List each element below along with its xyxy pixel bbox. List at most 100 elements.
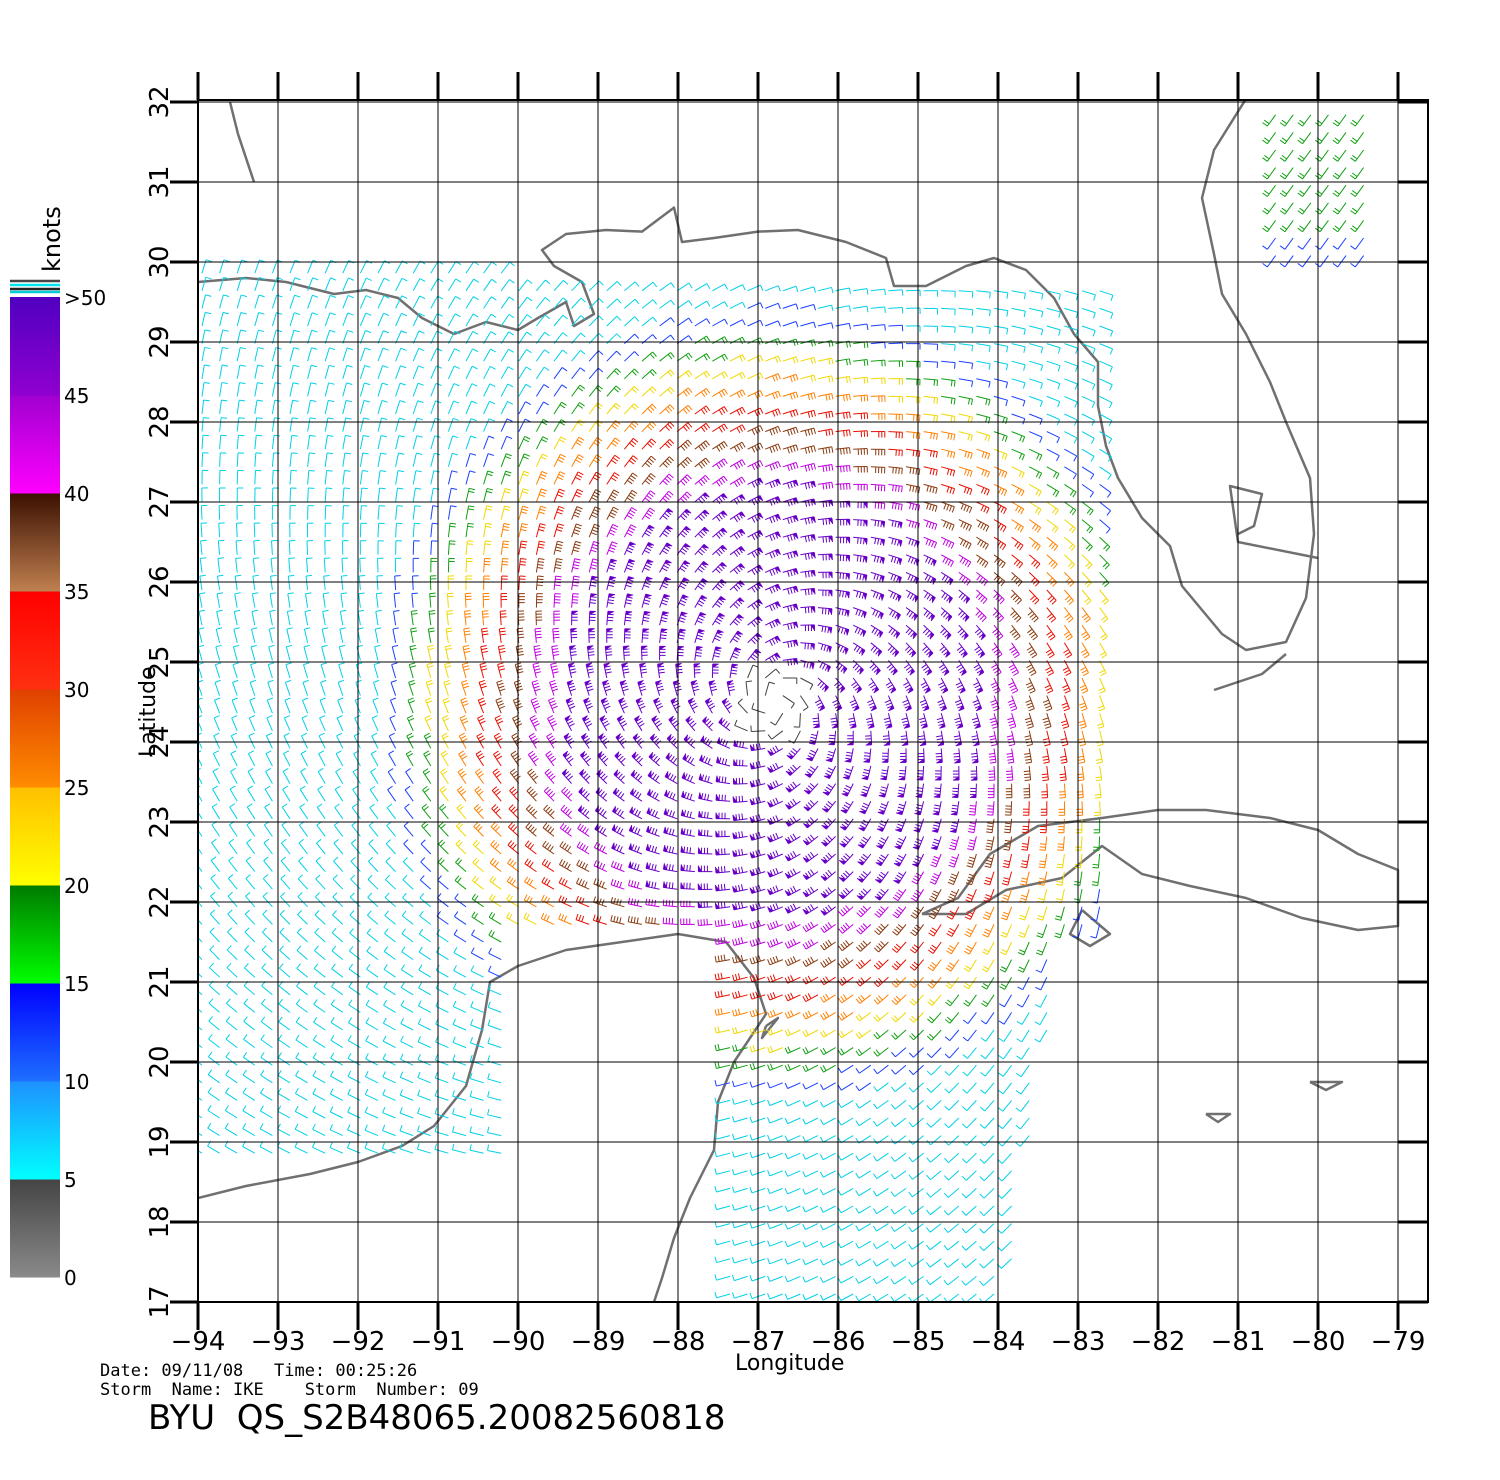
wind-barb bbox=[1006, 765, 1014, 781]
wind-barb bbox=[289, 469, 298, 485]
wind-barb bbox=[945, 959, 960, 972]
wind-barb bbox=[277, 1087, 291, 1101]
wind-barb bbox=[447, 313, 461, 327]
wind-barb bbox=[657, 662, 665, 679]
wind-barb bbox=[664, 771, 678, 785]
wind-barb bbox=[712, 353, 728, 362]
wind-barb bbox=[714, 1026, 731, 1034]
wind-barb bbox=[802, 1293, 819, 1301]
wind-barb bbox=[1279, 220, 1294, 233]
wind-barb bbox=[967, 836, 977, 851]
wind-barb bbox=[927, 994, 942, 1006]
wind-barb bbox=[853, 571, 868, 582]
wind-barb bbox=[641, 281, 658, 292]
wind-barb bbox=[386, 803, 396, 820]
wind-barb bbox=[278, 981, 291, 996]
wind-barb bbox=[447, 295, 461, 309]
wind-barb bbox=[317, 768, 326, 784]
wind-barb bbox=[888, 360, 904, 367]
wind-barb bbox=[945, 994, 960, 1007]
wind-barb bbox=[715, 775, 731, 785]
wind-barb bbox=[430, 505, 439, 520]
colorbar-band bbox=[10, 689, 60, 788]
wind-barb bbox=[430, 540, 438, 555]
wind-barb bbox=[254, 417, 263, 432]
wind-barb bbox=[834, 677, 846, 693]
wind-barb bbox=[490, 839, 502, 855]
wind-barb bbox=[329, 1124, 344, 1137]
wind-barb bbox=[1099, 536, 1111, 552]
wind-barb bbox=[1063, 624, 1073, 641]
wind-barb bbox=[365, 999, 379, 1013]
wind-barb bbox=[514, 662, 524, 679]
wind-barb bbox=[553, 540, 564, 555]
wind-barb bbox=[881, 748, 889, 763]
wind-barb bbox=[800, 321, 816, 329]
wind-barb bbox=[782, 657, 799, 666]
wind-barb bbox=[839, 818, 854, 831]
wind-barb bbox=[377, 505, 386, 520]
wind-barb bbox=[1350, 132, 1365, 145]
wind-barb bbox=[749, 902, 766, 912]
wind-barb bbox=[324, 487, 333, 503]
wind-barb bbox=[1019, 889, 1030, 904]
wind-barb bbox=[764, 583, 781, 594]
wind-barb bbox=[767, 1240, 783, 1247]
wind-barb bbox=[430, 278, 444, 292]
wind-barb bbox=[908, 1223, 924, 1233]
wind-barb bbox=[610, 897, 625, 908]
wind-barb bbox=[732, 866, 748, 875]
wind-barb bbox=[998, 1012, 1013, 1025]
wind-barb bbox=[305, 574, 313, 591]
wind-barb bbox=[820, 976, 836, 986]
wind-barb bbox=[285, 644, 293, 661]
wind-barb bbox=[321, 644, 328, 661]
wind-barb bbox=[487, 1055, 502, 1066]
wind-barb bbox=[483, 470, 494, 485]
wind-barb bbox=[943, 1240, 960, 1251]
wind-barb bbox=[999, 959, 1013, 973]
wind-barb bbox=[390, 679, 397, 696]
wind-barb bbox=[545, 750, 557, 767]
wind-barb bbox=[417, 1089, 431, 1101]
wind-barb bbox=[659, 593, 671, 608]
wind-barb bbox=[923, 466, 938, 476]
wind-barb bbox=[802, 851, 819, 863]
wind-barb bbox=[324, 505, 332, 520]
plot-frame bbox=[197, 99, 1429, 1303]
wind-barb bbox=[316, 803, 326, 820]
wind-barb bbox=[198, 1043, 203, 1048]
wind-barb bbox=[939, 642, 951, 658]
wind-barb bbox=[289, 399, 299, 415]
wind-barb bbox=[210, 856, 220, 872]
wind-barb bbox=[641, 610, 651, 626]
wind-barb bbox=[312, 1052, 326, 1066]
wind-barb bbox=[447, 575, 455, 591]
wind-barb bbox=[987, 783, 995, 799]
wind-barb bbox=[714, 1291, 731, 1299]
wind-barb bbox=[261, 963, 273, 978]
wind-barb bbox=[685, 715, 697, 732]
wind-barb bbox=[853, 359, 869, 366]
wind-barb bbox=[694, 370, 711, 380]
wind-barb bbox=[855, 1099, 872, 1109]
wind-barb bbox=[971, 748, 979, 764]
wind-barb bbox=[483, 278, 497, 292]
wind-barb bbox=[452, 1125, 467, 1137]
wind-barb bbox=[817, 553, 833, 561]
wind-barb bbox=[518, 488, 529, 503]
wind-barb bbox=[908, 1258, 924, 1268]
wind-barb bbox=[800, 356, 816, 365]
coastline-segment bbox=[198, 100, 1316, 652]
wind-barb bbox=[941, 325, 956, 333]
wind-barb bbox=[243, 1016, 256, 1031]
wind-barb bbox=[747, 529, 764, 541]
wind-barb bbox=[635, 697, 646, 714]
wind-barb bbox=[219, 382, 228, 397]
wind-barb bbox=[583, 697, 593, 714]
wind-barb bbox=[518, 401, 531, 415]
wind-barb bbox=[399, 1142, 414, 1154]
wind-barb bbox=[500, 383, 514, 397]
wind-barb bbox=[349, 892, 361, 908]
wind-barb bbox=[711, 663, 719, 679]
